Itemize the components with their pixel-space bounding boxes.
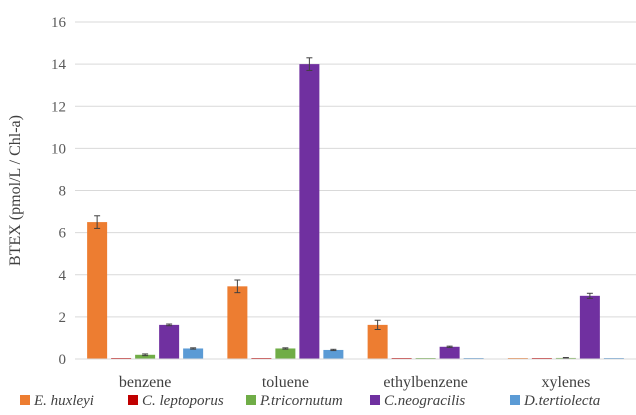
y-tick-label: 4	[59, 268, 67, 284]
error-bars	[94, 57, 593, 359]
legend-label: C.neogracilis	[384, 393, 465, 409]
y-axis-ticks: 0 2 4 6 8 10 12 14 16	[51, 15, 67, 368]
y-tick-label: 8	[59, 184, 67, 200]
bar-c-neogracilis-ethylbenzene	[439, 346, 460, 359]
y-tick-label: 2	[59, 310, 67, 326]
x-category-label: benzene	[119, 374, 171, 391]
legend-swatch	[20, 395, 30, 405]
bar-p-tricornutum-benzene	[135, 354, 156, 359]
y-axis-label: BTEX (pmol/L / Chl-a)	[7, 115, 24, 266]
x-axis-categories: benzene toluene ethylbenzene xylenes	[119, 374, 590, 391]
y-tick-label: 10	[51, 141, 66, 157]
bar-e-huxleyi-ethylbenzene	[367, 324, 388, 359]
legend-swatch	[128, 395, 138, 405]
x-category-label: ethylbenzene	[383, 374, 467, 391]
gridlines	[75, 21, 636, 318]
legend-label: P.tricornutum	[259, 393, 343, 409]
y-tick-label: 12	[51, 99, 66, 115]
y-tick-label: 0	[59, 352, 67, 368]
bar-c-neogracilis-xylenes	[579, 295, 600, 359]
bar-e-huxleyi-toluene	[227, 286, 248, 359]
x-category-label: toluene	[262, 374, 309, 391]
x-category-label: xylenes	[541, 374, 590, 391]
bar-p-tricornutum-toluene	[275, 348, 296, 359]
legend-label: E. huxleyi	[33, 393, 94, 409]
bar-d-tertiolecta-toluene	[323, 349, 344, 359]
y-tick-label: 16	[51, 15, 67, 31]
legend-swatch	[370, 395, 380, 405]
y-tick-label: 14	[51, 57, 67, 73]
bar-c-neogracilis-benzene	[159, 324, 180, 359]
legend-swatch	[246, 395, 256, 405]
bars	[87, 64, 624, 359]
legend-label: C. leptoporus	[142, 393, 224, 409]
y-tick-label: 6	[59, 226, 67, 242]
bar-c-neogracilis-toluene	[299, 64, 320, 359]
bar-e-huxleyi-benzene	[87, 222, 108, 359]
legend-label: D.tertiolecta	[523, 393, 600, 409]
legend: E. huxleyi C. leptoporus P.tricornutum C.ne…	[20, 393, 600, 409]
bar-d-tertiolecta-benzene	[183, 348, 204, 359]
legend-swatch	[510, 395, 520, 405]
